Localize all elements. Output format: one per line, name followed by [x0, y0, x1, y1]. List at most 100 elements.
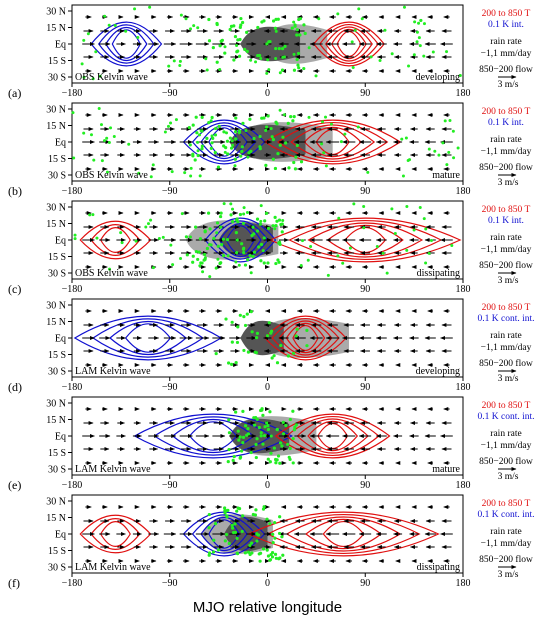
legend-rain-rate: rain rate [490, 527, 521, 537]
rain-dot [230, 523, 234, 528]
rain-dot [248, 253, 252, 258]
legend-temp-title: 200 to 850 T [482, 499, 531, 509]
legend-flow: 850−200 flow [479, 554, 533, 565]
x-tick-label: −90 [162, 480, 178, 491]
rain-dot [196, 257, 200, 262]
rain-dot [350, 40, 354, 44]
rain-dot [227, 541, 231, 546]
rain-dot [161, 235, 165, 239]
rain-dot [171, 263, 175, 267]
legend-flow-scale: 3 m/s [498, 276, 519, 286]
rain-dot [276, 17, 280, 21]
rain-dot [273, 536, 277, 540]
rain-dot [276, 454, 281, 458]
source-label: OBS Kelvin wave [75, 72, 148, 83]
rain-dot [218, 68, 222, 72]
rain-dot [233, 522, 237, 526]
warm-temperature-contour [307, 420, 359, 452]
y-tick-label: 15 N [46, 219, 66, 230]
rain-dot [252, 250, 257, 254]
rain-dot [237, 54, 242, 58]
rain-dot [336, 12, 340, 16]
warm-temperature-contour [326, 224, 404, 256]
warm-temperature-contour [266, 514, 421, 554]
cold-temperature-contour [204, 217, 277, 263]
rain-dot [336, 254, 340, 258]
y-tick-label: Eq [55, 138, 66, 149]
rain-dot [230, 139, 234, 143]
rain-dot [297, 66, 301, 70]
x-tick-label: 180 [456, 88, 471, 99]
rain-dot [188, 143, 192, 147]
rain-dot [250, 330, 254, 334]
rain-dot [188, 235, 192, 239]
rain-dot [258, 559, 262, 563]
rain-dot [262, 116, 266, 120]
rain-dot [242, 246, 246, 250]
rain-dot [280, 444, 284, 448]
rain-dot [278, 108, 282, 112]
rain-dot [268, 39, 272, 44]
rain-dot [258, 147, 262, 151]
rain-dot [216, 548, 220, 552]
rain-dot [253, 513, 257, 517]
phase-label: mature [432, 170, 460, 181]
rain-dot [179, 13, 183, 17]
legend-flow-scale: 3 m/s [498, 178, 519, 188]
rain-dot [297, 17, 301, 22]
rain-dot [232, 58, 236, 62]
rain-dot [206, 211, 211, 215]
rain-dot [262, 19, 266, 23]
rain-dot [357, 7, 361, 11]
rain-dot [259, 431, 263, 435]
y-tick-label: 15 N [46, 415, 66, 426]
rain-dot [225, 515, 229, 519]
rain-dot [243, 323, 248, 328]
rain-dot [375, 245, 379, 249]
rain-dot [291, 461, 295, 465]
rain-dot [369, 55, 373, 59]
rain-dot [381, 251, 385, 255]
rain-dot [214, 126, 218, 131]
rain-dot [124, 29, 128, 33]
y-tick-label: 15 N [46, 513, 66, 524]
rain-dot [208, 275, 212, 279]
rain-dot [212, 538, 216, 542]
x-tick-label: −90 [162, 284, 178, 295]
y-tick-label: 15 S [48, 350, 66, 361]
rain-dot [341, 261, 345, 265]
rain-dot [258, 222, 263, 226]
legend-flow-scale: 3 m/s [498, 472, 519, 482]
rain-dot [246, 350, 251, 354]
rain-dot [251, 225, 255, 229]
rain-dot [201, 270, 205, 274]
rain-dot [224, 146, 228, 150]
rain-dot [266, 58, 270, 62]
rain-dot [170, 170, 174, 174]
rain-dot [227, 418, 231, 422]
legend-temp-title: 200 to 850 T [482, 303, 531, 313]
x-tick-label: 180 [456, 480, 471, 491]
y-tick-label: 15 S [48, 56, 66, 67]
rain-dot [194, 250, 199, 254]
rain-dot [290, 26, 294, 30]
rain-dot [339, 140, 343, 144]
rain-dot [322, 151, 326, 155]
rain-dot [269, 126, 273, 131]
rain-dot [226, 152, 230, 156]
rain-dot [228, 136, 232, 140]
rain-dot [255, 217, 260, 221]
rain-dot [237, 438, 241, 442]
rain-dot [71, 111, 75, 115]
phase-label: mature [432, 464, 460, 475]
rain-dot [266, 554, 271, 558]
x-tick-label: 0 [265, 186, 270, 197]
rain-dot [105, 136, 109, 140]
rain-dot [233, 130, 238, 134]
rain-dot [191, 123, 195, 127]
rain-dot [174, 118, 178, 122]
rain-dot [239, 23, 243, 27]
rain-dot [324, 115, 328, 119]
rain-dot [284, 141, 288, 145]
rain-dot [91, 77, 95, 81]
